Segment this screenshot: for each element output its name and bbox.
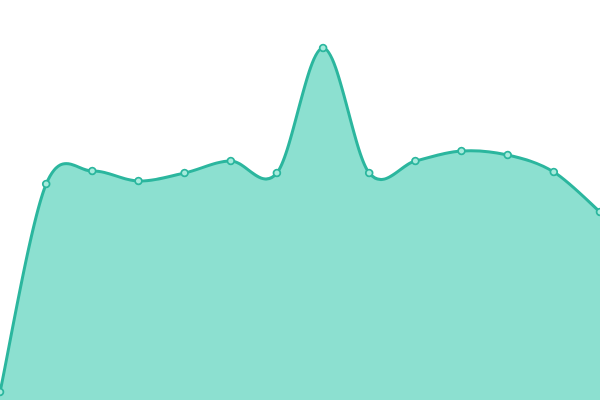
data-point[interactable] xyxy=(226,156,236,166)
data-point[interactable] xyxy=(134,176,143,186)
area-fill xyxy=(0,48,600,400)
data-point[interactable] xyxy=(41,179,51,189)
data-point[interactable] xyxy=(503,150,513,160)
data-point[interactable] xyxy=(180,168,189,178)
data-point[interactable] xyxy=(88,166,97,176)
data-point[interactable] xyxy=(272,168,282,178)
data-point[interactable] xyxy=(318,43,328,53)
data-point[interactable] xyxy=(549,167,559,177)
data-point[interactable] xyxy=(457,146,466,156)
data-point[interactable] xyxy=(0,387,5,397)
data-point[interactable] xyxy=(595,207,600,217)
trend-line xyxy=(0,46,600,394)
data-point[interactable] xyxy=(364,168,374,178)
data-point[interactable] xyxy=(411,156,420,166)
data-points xyxy=(0,43,600,397)
